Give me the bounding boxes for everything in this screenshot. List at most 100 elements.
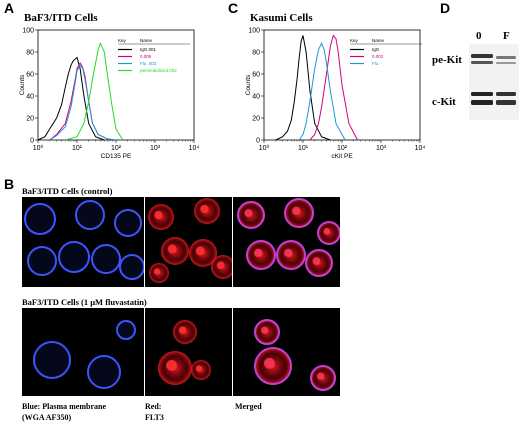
- chart-a-legend: Key Name IgG.001 0.005 Flu .003 permeabilized…: [118, 38, 190, 73]
- cell: [158, 351, 192, 385]
- cell: [189, 239, 217, 267]
- caption-blue: Blue: Plasma membrane (WGA AF350): [22, 402, 106, 422]
- cell: [191, 360, 211, 380]
- chart-c-x-tick-label: 10¹: [298, 145, 309, 152]
- chart-c-legend-entry-0: IgG: [372, 47, 380, 52]
- cell: [237, 201, 265, 229]
- cell: [27, 246, 57, 276]
- cell: [149, 263, 169, 283]
- cell: [161, 237, 189, 265]
- chart-c-x-tick-label: 10³: [376, 145, 387, 152]
- chart-a-series-line-3: [65, 41, 124, 141]
- chart-c-series-line-1: [309, 34, 358, 141]
- chart-c-series-line-0: [275, 35, 331, 141]
- cell: [33, 341, 71, 379]
- chart-a-legend-entry-1: 0.005: [140, 54, 152, 59]
- chart-a-y-tick-label: 40: [26, 94, 34, 101]
- chart-c-y-tick-label: 40: [252, 94, 260, 101]
- panel-a-title: BaF3/ITD Cells: [24, 12, 98, 24]
- chart-c-legend-key-header: Key: [350, 38, 359, 43]
- cell: [148, 204, 174, 230]
- panel-c-title: Kasumi Cells: [250, 12, 313, 24]
- cell: [305, 249, 333, 277]
- lane-label-0: 0: [476, 30, 482, 42]
- blot-band-ckit-lanef: [496, 92, 516, 105]
- chart-a-x-tick-label: 10⁰: [33, 144, 44, 152]
- chart-a-legend-entry-3: permeabilized.002: [140, 68, 177, 73]
- band-label-c-kit: c-Kit: [432, 96, 456, 108]
- chart-a-y-axis-label: Counts: [19, 74, 26, 95]
- caption-red: Red: FLT3: [145, 402, 164, 422]
- control-label: BaF3/ITD Cells (control): [22, 186, 113, 196]
- cell: [75, 200, 105, 230]
- chart-c-y-tick-label: 60: [252, 72, 260, 79]
- lane-label-f: F: [503, 30, 510, 42]
- chart-c-y-tick-label: 20: [252, 116, 260, 123]
- chart-c-x-axis-label: cKit PE: [331, 153, 353, 160]
- chart-a-x-tick-label: 10³: [150, 145, 161, 152]
- chart-a-series-line-0: [37, 56, 105, 141]
- chart-a-legend-name-header: Name: [140, 38, 153, 43]
- cell: [284, 198, 314, 228]
- chart-a-y-tick-label: 80: [26, 50, 34, 57]
- cell: [119, 254, 144, 280]
- cell: [211, 255, 232, 279]
- panel-b-letter: B: [4, 176, 15, 192]
- chart-c-x-tick-label: 10⁴: [415, 145, 426, 152]
- chart-a-legend-entry-2: Flu .003: [140, 61, 157, 66]
- histogram-chart-c: 0 20 40 60 80 100 10⁰ 10¹ 10² 10³ 10⁴ cKit PE Counts…: [245, 28, 426, 161]
- blot-band-ckit-lane0: [471, 92, 493, 105]
- chart-a-x-tick-label: 10²: [111, 145, 122, 152]
- chart-c-legend-entry-1: 0.002: [372, 54, 384, 59]
- cell: [58, 241, 90, 273]
- cell: [276, 240, 306, 270]
- chart-c-y-tick-label: 100: [248, 28, 260, 35]
- chart-a-x-axis-label: CD135 PE: [101, 153, 132, 160]
- cell: [24, 203, 56, 235]
- chart-c-y-axis-label: Counts: [245, 74, 252, 95]
- cell: [254, 347, 292, 385]
- panel-d-letter: D: [440, 0, 451, 16]
- panel-c-letter: C: [228, 0, 239, 16]
- caption-merged: Merged: [235, 402, 262, 411]
- chart-c-y-tick-label: 0: [256, 138, 260, 145]
- cell: [114, 209, 142, 237]
- western-blot: [469, 44, 519, 120]
- cell: [317, 221, 340, 245]
- chart-c-x-tick-label: 10⁰: [259, 144, 270, 152]
- micrograph-treated-red: [145, 308, 232, 396]
- chart-a-plot-frame: [37, 29, 195, 141]
- chart-c-legend-entry-2: Flu: [372, 61, 379, 66]
- micrograph-control-merged: [233, 197, 340, 287]
- chart-a-legend-entry-0: IgG.001: [140, 47, 157, 52]
- cell: [87, 355, 121, 389]
- histogram-chart-a: 0 20 40 60 80 100 10⁰ 10¹ 10² 10³ 10⁴ CD135 PE Count…: [19, 28, 199, 161]
- chart-a-series-line-1: [49, 61, 117, 141]
- micrograph-control-blue: [22, 197, 144, 287]
- blot-band-pekit-lane0: [471, 54, 493, 64]
- chart-c-x-tick-label: 10²: [337, 145, 348, 152]
- micrograph-treated-blue: [22, 308, 144, 396]
- chart-c-series-line-2: [298, 41, 346, 141]
- chart-a-legend-key-header: Key: [118, 38, 127, 43]
- chart-a-x-tick-label: 10⁴: [189, 145, 200, 152]
- chart-a-series-line-2: [49, 64, 117, 141]
- chart-c-legend: Key Name IgG 0.002 Flu: [350, 38, 422, 66]
- cell: [310, 365, 336, 391]
- micrograph-control-red: [145, 197, 232, 287]
- chart-a-y-tick-label: 60: [26, 72, 34, 79]
- cell: [194, 198, 220, 224]
- chart-a-plot: 0 20 40 60 80 100 10⁰ 10¹ 10² 10³ 10⁴ CD135 PE Count…: [19, 28, 199, 161]
- cell: [116, 320, 136, 340]
- chart-a-y-tick-label: 20: [26, 116, 34, 123]
- cell: [246, 240, 276, 270]
- chart-c-legend-name-header: Name: [372, 38, 385, 43]
- chart-c-y-tick-label: 80: [252, 50, 260, 57]
- panel-a-letter: A: [4, 0, 15, 16]
- chart-a-x-tick-label: 10¹: [72, 145, 83, 152]
- cell: [254, 319, 280, 345]
- blot-band-pekit-lanef: [496, 56, 516, 64]
- chart-a-y-tick-label: 0: [30, 138, 34, 145]
- micrograph-treated-merged: [233, 308, 340, 396]
